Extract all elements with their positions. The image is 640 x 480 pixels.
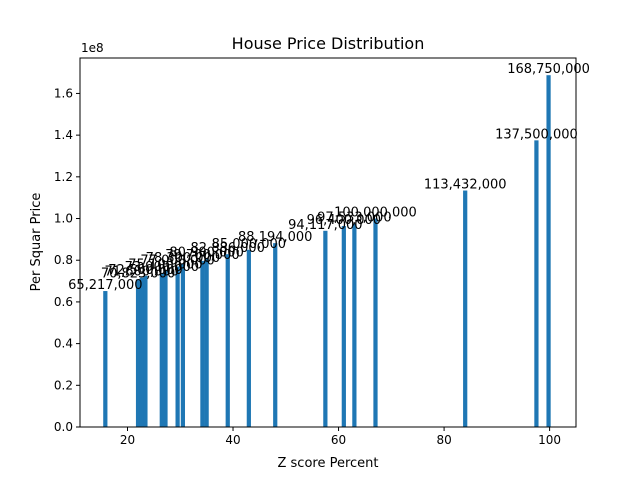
x-tick-label: 100 (538, 433, 561, 447)
y-axis-ticks: 0.0 0.2 0.4 0.6 0.8 1.0 1.2 1.4 1.6 (54, 86, 80, 434)
bar (139, 277, 144, 427)
y-tick-label: 0.8 (54, 253, 73, 267)
bar (352, 223, 357, 427)
bar-value-label: 75,100,000 (128, 257, 202, 272)
bar-value-label: 97,533,000 (317, 211, 391, 226)
bar (341, 226, 346, 427)
y-tick-label: 0.4 (54, 337, 73, 351)
bar-series (103, 75, 551, 427)
bar-value-label: 82,886,000 (191, 241, 265, 256)
y-tick-label: 1.6 (54, 86, 73, 100)
y-tick-label: 1.2 (54, 170, 73, 184)
bar (323, 230, 328, 427)
bar-value-label: 85,000,000 (212, 237, 286, 252)
bar (463, 190, 468, 427)
x-axis-ticks: 20 40 60 80 100 (120, 427, 561, 447)
bar (200, 260, 205, 427)
bar-value-label: 137,500,000 (495, 127, 578, 142)
bar (546, 75, 551, 427)
y-tick-label: 0.6 (54, 295, 73, 309)
bar (143, 275, 148, 427)
y-axis-offset-label: 1e8 (81, 41, 104, 55)
bar (135, 279, 141, 427)
bar-value-label: 96,400,000 (307, 213, 381, 228)
bar (273, 243, 278, 427)
bar (534, 140, 539, 427)
y-axis-label: Per Squar Price (29, 193, 44, 292)
bar-value-label: 78,300,000 (146, 251, 220, 266)
bar (204, 258, 209, 427)
bar-value-label: 94,117,000 (288, 218, 362, 233)
bar-value-label: 168,750,000 (507, 62, 590, 77)
bar (175, 266, 180, 427)
chart-title: House Price Distribution (232, 34, 425, 53)
bar (159, 272, 164, 427)
bar (246, 249, 251, 427)
x-tick-label: 20 (120, 433, 135, 447)
data-labels: 65,217,00070,823,00071,600,00072,500,000… (68, 62, 590, 293)
x-tick-label: 80 (436, 433, 451, 447)
y-tick-label: 1.4 (54, 128, 73, 142)
bar-value-label: 70,823,000 (101, 266, 175, 281)
bar-value-label: 80,900,000 (169, 245, 243, 260)
bar-value-label: 71,600,000 (105, 265, 179, 280)
bar (163, 270, 168, 427)
bar-value-label: 72,500,000 (108, 263, 182, 278)
bar (180, 263, 186, 427)
x-axis-label: Z score Percent (277, 456, 378, 471)
bar (225, 254, 230, 427)
bar (103, 291, 108, 427)
bar-value-label: 65,217,000 (68, 278, 142, 293)
y-tick-label: 0.2 (54, 378, 73, 392)
y-tick-label: 0.0 (54, 420, 73, 434)
y-tick-label: 1.0 (54, 212, 73, 226)
bar-value-label: 79,700,000 (165, 248, 239, 263)
bar-value-label: 113,432,000 (424, 178, 507, 193)
plot-frame (79, 57, 577, 428)
bar (373, 218, 378, 427)
bar-value-label: 88,194,000 (238, 230, 312, 245)
bar-value-label: 77,000,000 (140, 253, 214, 268)
x-tick-label: 40 (225, 433, 240, 447)
bar-value-label: 100,000,000 (334, 206, 417, 221)
x-tick-label: 60 (331, 433, 346, 447)
bar-value-label: 73,900,000 (125, 260, 199, 275)
